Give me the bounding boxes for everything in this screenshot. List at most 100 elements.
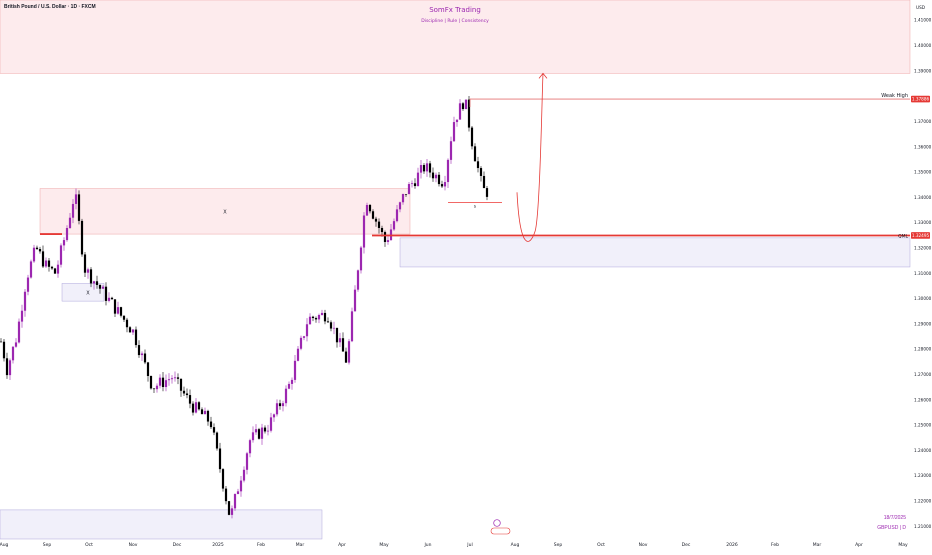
candle-body: [395, 209, 399, 222]
candle-body: [272, 414, 276, 418]
zone-supply: [39, 188, 411, 235]
candle-body: [65, 228, 69, 241]
candle-body: [212, 427, 216, 433]
candle-body: [17, 321, 21, 343]
candle-body: [467, 99, 471, 128]
price-tag-bg: [911, 95, 930, 103]
candle-body: [413, 183, 417, 187]
candle-body: [398, 202, 402, 210]
candle-body: [425, 163, 429, 172]
candle-body: [50, 266, 54, 269]
time-tick-label: Oct: [85, 542, 93, 548]
weak-high-label: Weak High: [881, 93, 908, 99]
candle-body: [242, 469, 246, 481]
candle-body: [350, 311, 354, 342]
candle-body: [164, 380, 168, 388]
zone-marker-1: X: [223, 209, 227, 215]
candle-body: [188, 395, 192, 404]
candle-body: [449, 141, 453, 160]
candle-body: [314, 318, 318, 320]
candle-body: [239, 480, 243, 492]
candle-body: [458, 103, 462, 120]
candle-body: [275, 403, 279, 415]
candles-layer: [0, 96, 489, 519]
candle-body: [380, 227, 384, 233]
candle-body: [482, 175, 486, 189]
candle-body: [191, 403, 195, 413]
price-tick-label: 1.30000: [914, 296, 932, 301]
candle-body: [263, 427, 267, 432]
price-tick-label: 1.28000: [914, 347, 932, 352]
candle-body: [485, 188, 489, 197]
time-tick-label: Oct: [597, 542, 605, 548]
candle-body: [392, 221, 396, 230]
candle-body: [479, 168, 483, 176]
candle-body: [377, 221, 381, 228]
candle-body: [83, 254, 87, 273]
price-tick-label: 1.35000: [914, 170, 932, 175]
candle-body: [8, 360, 12, 376]
time-tick-label: Dec: [173, 542, 182, 548]
candle-body: [287, 383, 291, 389]
candle-body: [431, 172, 435, 179]
candle-body: [464, 99, 468, 110]
candle-body: [365, 204, 369, 216]
candle-body: [209, 421, 213, 428]
candle-body: [371, 211, 375, 219]
price-tag-bg: [911, 232, 930, 239]
candle-body: [407, 184, 411, 195]
time-tick-label: Jul: [466, 542, 472, 548]
candle-body: [182, 390, 186, 394]
candle-body: [335, 327, 339, 343]
candle-body: [233, 494, 237, 509]
time-tick-label: Apr: [338, 542, 346, 548]
candle-body: [284, 388, 288, 404]
watermark-date: 18/7/2025: [883, 515, 906, 521]
candle-body: [29, 261, 33, 278]
candle-body: [146, 362, 150, 376]
candle-body: [92, 281, 96, 284]
candle-body: [143, 353, 147, 363]
time-tick-label: 2025: [212, 542, 224, 548]
time-tick-label: Jun: [423, 542, 431, 548]
candle-body: [338, 338, 342, 343]
time-tick-label: Apr: [855, 542, 863, 548]
candle-body: [269, 417, 273, 431]
candle-body: [170, 378, 174, 380]
candle-body: [293, 360, 297, 380]
time-tick-label: Feb: [257, 542, 265, 548]
candle-body: [158, 377, 162, 386]
candle-body: [341, 338, 345, 352]
time-tick-label: Sep: [43, 542, 52, 548]
candle-body: [197, 402, 201, 410]
candle-body: [434, 174, 438, 179]
candle-body: [122, 315, 126, 320]
zone-supply: [0, 0, 911, 74]
candle-body: [245, 453, 249, 470]
price-axis-currency: USD: [916, 5, 925, 10]
zone-marker-2: X: [86, 290, 90, 296]
zones-layer: [0, 0, 911, 540]
candle-body: [200, 409, 204, 415]
symbol-header: British Pound / U.S. Dollar · 1D · FXCM: [4, 4, 96, 10]
candle-body: [35, 247, 39, 250]
candle-body: [296, 348, 300, 361]
candle-body: [437, 174, 441, 185]
candle-body: [5, 358, 9, 376]
candle-body: [419, 165, 423, 173]
price-tick-label: 1.37000: [914, 119, 932, 124]
candle-body: [410, 183, 414, 185]
candle-body: [311, 316, 315, 319]
drawings-layer: Weak High QML X X $: [40, 72, 910, 535]
candle-body: [326, 321, 330, 323]
candle-body: [89, 269, 93, 284]
candle-body: [125, 319, 129, 328]
candle-body: [428, 163, 432, 173]
candle-body: [368, 204, 372, 212]
candle-body: [224, 488, 228, 502]
time-tick-label: Nov: [129, 542, 138, 548]
zone-demand: [61, 283, 105, 302]
event-badge: [490, 527, 511, 535]
